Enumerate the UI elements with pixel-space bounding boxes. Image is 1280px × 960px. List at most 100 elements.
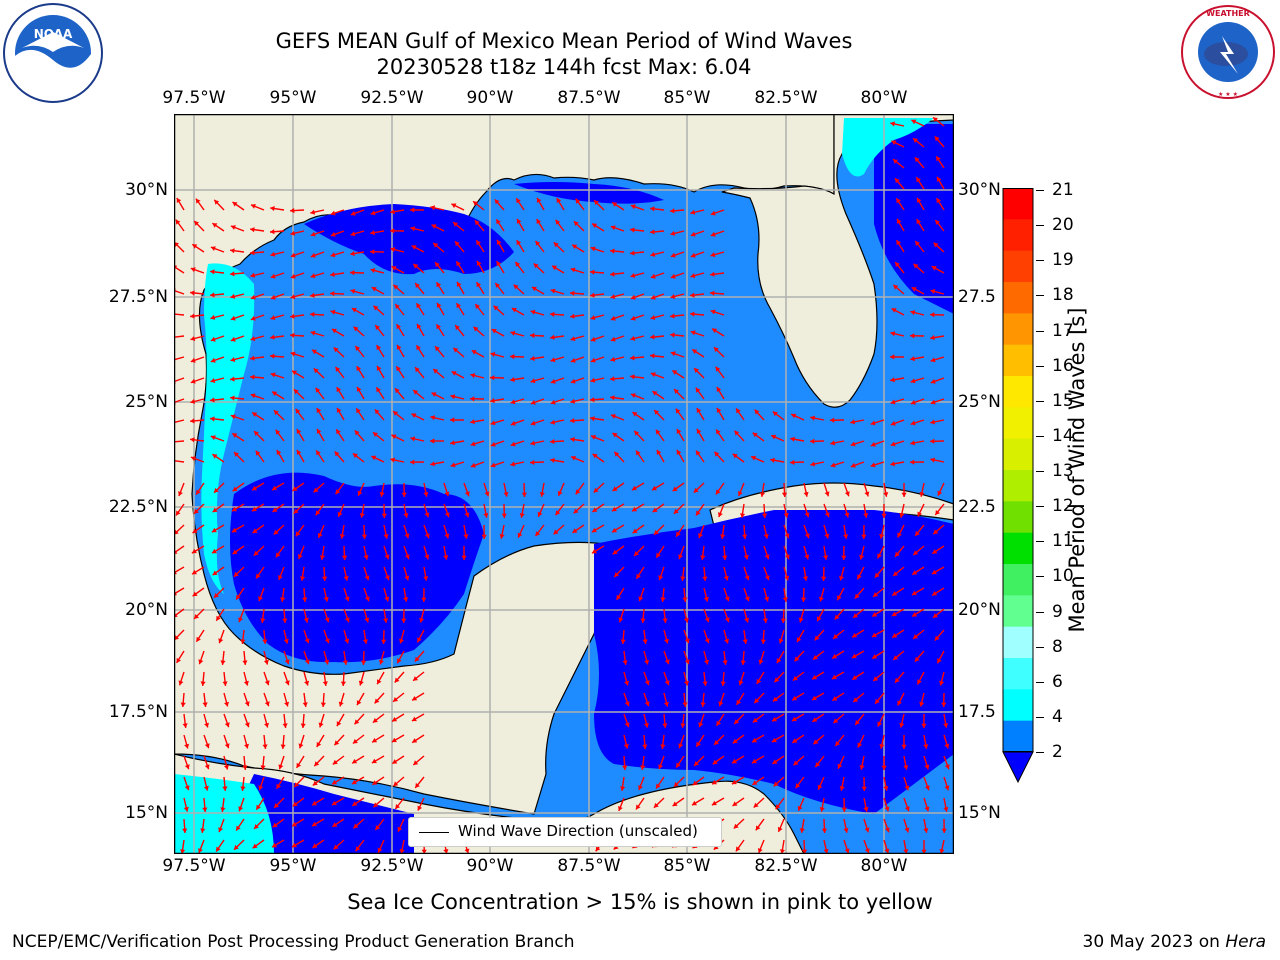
wind-arrow-head (322, 576, 328, 581)
wind-arrow-head (464, 491, 470, 497)
wind-arrow-head (632, 528, 638, 534)
wind-arrow-head (663, 701, 669, 707)
wind-arrow-head (634, 551, 639, 556)
wind-arrow-head (276, 450, 282, 455)
wind-arrow-head (416, 323, 422, 329)
wind-arrow-head (793, 760, 799, 766)
lon-tick-bottom: 92.5°W (360, 856, 424, 876)
wind-arrow-head (924, 785, 930, 791)
wind-arrow-head (824, 512, 830, 518)
wind-arrow-head (610, 376, 615, 382)
wind-arrow-head (412, 696, 418, 701)
wind-arrow-head (310, 292, 315, 298)
wind-arrow-head (644, 701, 650, 707)
wind-arrow-head (555, 510, 561, 516)
wind-arrow-head (630, 204, 636, 210)
wind-arrow-head (592, 507, 598, 512)
wind-arrow-head (510, 420, 516, 426)
wind-arrow-head (896, 198, 901, 204)
wind-arrow-head (682, 597, 688, 602)
wind-arrow-head (510, 354, 515, 360)
wind-arrow-head (864, 491, 870, 497)
wind-arrow-head (611, 414, 616, 419)
wind-arrow-head (590, 416, 595, 422)
wind-arrow-head (491, 329, 497, 334)
wind-arrow-head (654, 410, 660, 415)
wind-arrow-head (764, 575, 770, 581)
wind-arrow-head (250, 374, 255, 380)
legend-line-sample (419, 832, 449, 833)
wind-arrow-head (810, 461, 815, 467)
wind-arrow-head (715, 489, 721, 495)
lat-tick-left: 27.5°N (108, 287, 168, 307)
wind-arrow-head (794, 656, 800, 662)
wind-arrow-head (550, 288, 556, 294)
wind-arrow-head (377, 847, 383, 853)
wind-arrow-head (330, 210, 336, 216)
wind-arrow-head (270, 372, 276, 378)
wind-arrow-head (190, 336, 196, 341)
wind-arrow-head (572, 528, 578, 533)
wind-arrow-head (631, 485, 637, 491)
wind-arrow-head (797, 805, 803, 811)
lon-tick-bottom: 90°W (466, 856, 514, 876)
wind-arrow-head (676, 449, 682, 455)
wind-arrow-head (218, 827, 223, 833)
wind-arrow-head (290, 294, 296, 300)
wind-arrow-head (752, 780, 758, 785)
wind-arrow-head (335, 366, 341, 372)
footer-date-text: 30 May 2023 on (1082, 932, 1226, 952)
lat-tick-right: 25°N (958, 392, 1001, 412)
wind-arrow-head (371, 758, 377, 764)
wind-arrow-head (204, 722, 209, 728)
wind-arrow-head (624, 701, 630, 707)
wind-arrow-head (295, 531, 301, 537)
wind-arrow-head (736, 699, 742, 705)
wind-arrow-head (700, 555, 706, 560)
wind-arrow-head (879, 533, 885, 539)
wind-arrow-head (230, 315, 236, 321)
wind-arrow-head (854, 593, 860, 599)
wind-arrow-head (779, 849, 785, 854)
wind-arrow-head (590, 397, 595, 403)
wind-arrow-head (799, 828, 805, 833)
wind-arrow-head (682, 702, 688, 707)
wind-arrow-head (751, 758, 757, 764)
wind-arrow-head (710, 252, 716, 258)
footer-host: Hera (1225, 932, 1266, 952)
wind-arrow-head (370, 249, 375, 255)
wind-arrow-head (914, 656, 920, 662)
wind-arrow-head (732, 738, 738, 744)
wind-arrow-head (310, 231, 316, 237)
wind-arrow (174, 313, 185, 316)
wind-arrow-head (941, 702, 947, 707)
wind-arrow-head (481, 534, 487, 539)
wind-arrow-head (495, 283, 500, 288)
wind-arrow-head (303, 617, 309, 623)
wind-arrow-head (716, 407, 722, 413)
lon-tick-top: 92.5°W (360, 88, 424, 108)
wind-arrow-head (630, 355, 635, 361)
wind-arrow-head (292, 801, 298, 807)
wind-arrow-head (910, 378, 916, 384)
wind-arrow-head (570, 378, 576, 384)
wind-arrow-head (344, 596, 350, 602)
lat-tick-right: 20°N (958, 600, 1001, 620)
wind-arrow-head (893, 655, 899, 660)
colorbar-tick-mark (1036, 225, 1044, 227)
colorbar-tick-mark (1036, 190, 1044, 191)
wind-arrow-head (594, 200, 599, 205)
wind-arrow-head (871, 632, 877, 638)
wind-arrow-head (791, 716, 797, 722)
lon-tick-top: 82.5°W (754, 88, 818, 108)
wind-arrow-head (350, 270, 355, 276)
wind-arrow-head (424, 533, 430, 539)
wind-arrow-head (416, 303, 421, 309)
wind-arrow-head (350, 251, 355, 257)
wind-arrow-head (658, 575, 664, 581)
wind-arrow (174, 566, 185, 574)
wind-arrow-head (395, 804, 400, 809)
wind-arrow-head (917, 511, 923, 517)
wind-arrow-head (830, 440, 835, 446)
wind-arrow-head (714, 347, 719, 353)
